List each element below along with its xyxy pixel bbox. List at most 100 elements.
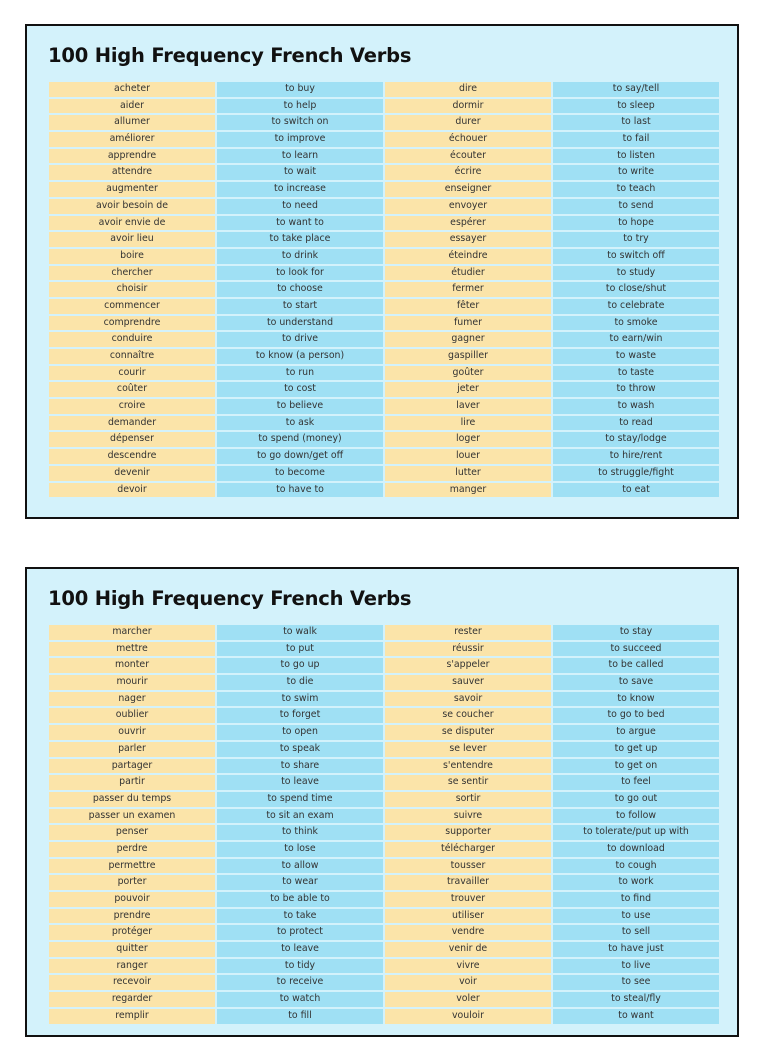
english-meaning-cell: to study bbox=[553, 265, 719, 281]
english-meaning-cell: to argue bbox=[553, 725, 719, 740]
english-meaning-cell: to hire/rent bbox=[553, 449, 719, 464]
english-meaning-cell: to work bbox=[553, 875, 719, 890]
english-meaning-cell: to succeed bbox=[553, 641, 719, 657]
english-meaning-cell: to allow bbox=[217, 858, 383, 874]
french-verb-cell: goûter bbox=[385, 365, 551, 381]
english-meaning-cell: to become bbox=[217, 465, 383, 481]
french-verb-cell: se sentir bbox=[385, 775, 551, 790]
english-meaning-cell: to stay/lodge bbox=[553, 432, 719, 448]
english-meaning-cell: to die bbox=[217, 675, 383, 690]
french-verb-cell: augmenter bbox=[49, 182, 215, 197]
french-verb-cell: se disputer bbox=[385, 725, 551, 740]
english-meaning-cell: to help bbox=[217, 98, 383, 114]
french-verb-cell: permettre bbox=[49, 858, 215, 874]
french-verb-cell: lire bbox=[385, 415, 551, 431]
english-meaning-cell: to watch bbox=[217, 992, 383, 1007]
english-meaning-cell: to teach bbox=[553, 182, 719, 197]
french-verb-cell: essayer bbox=[385, 232, 551, 247]
french-verb-cell: ouvrir bbox=[49, 725, 215, 740]
verb-grid: marcher to walk rester to stay mettre to put r… bbox=[49, 625, 719, 1024]
page-title: 100 High Frequency French Verbs bbox=[48, 587, 412, 610]
english-meaning-cell: to sell bbox=[553, 925, 719, 941]
english-meaning-cell: to switch off bbox=[553, 248, 719, 264]
english-meaning-cell: to download bbox=[553, 841, 719, 857]
english-meaning-cell: to take place bbox=[217, 232, 383, 247]
page-title: 100 High Frequency French Verbs bbox=[48, 44, 412, 67]
english-meaning-cell: to have to bbox=[217, 482, 383, 498]
french-verb-cell: apprendre bbox=[49, 148, 215, 164]
french-verb-cell: utiliser bbox=[385, 908, 551, 924]
french-verb-cell: descendre bbox=[49, 449, 215, 464]
english-meaning-cell: to improve bbox=[217, 132, 383, 147]
french-verb-cell: savoir bbox=[385, 691, 551, 707]
english-meaning-cell: to need bbox=[217, 198, 383, 214]
english-meaning-cell: to go to bed bbox=[553, 708, 719, 724]
english-meaning-cell: to forget bbox=[217, 708, 383, 724]
french-verb-cell: coûter bbox=[49, 382, 215, 398]
french-verb-cell: attendre bbox=[49, 165, 215, 181]
french-verb-cell: courir bbox=[49, 365, 215, 381]
english-meaning-cell: to wait bbox=[217, 165, 383, 181]
english-meaning-cell: to receive bbox=[217, 975, 383, 991]
french-verb-cell: sortir bbox=[385, 791, 551, 807]
english-meaning-cell: to earn/win bbox=[553, 332, 719, 347]
english-meaning-cell: to leave bbox=[217, 942, 383, 957]
english-meaning-cell: to stay bbox=[553, 625, 719, 640]
english-meaning-cell: to go up bbox=[217, 658, 383, 674]
english-meaning-cell: to know bbox=[553, 691, 719, 707]
english-meaning-cell: to leave bbox=[217, 775, 383, 790]
french-verb-cell: vouloir bbox=[385, 1008, 551, 1024]
french-verb-cell: conduire bbox=[49, 332, 215, 347]
english-meaning-cell: to close/shut bbox=[553, 282, 719, 297]
english-meaning-cell: to say/tell bbox=[553, 82, 719, 97]
english-meaning-cell: to drive bbox=[217, 332, 383, 347]
english-meaning-cell: to increase bbox=[217, 182, 383, 197]
english-meaning-cell: to tidy bbox=[217, 958, 383, 974]
french-verb-cell: dire bbox=[385, 82, 551, 97]
french-verb-cell: voir bbox=[385, 975, 551, 991]
french-verb-cell: écrire bbox=[385, 165, 551, 181]
english-meaning-cell: to ask bbox=[217, 415, 383, 431]
french-verb-cell: passer un examen bbox=[49, 808, 215, 824]
english-meaning-cell: to swim bbox=[217, 691, 383, 707]
english-meaning-cell: to struggle/fight bbox=[553, 465, 719, 481]
french-verb-cell: penser bbox=[49, 825, 215, 840]
french-verb-cell: réussir bbox=[385, 641, 551, 657]
english-meaning-cell: to spend (money) bbox=[217, 432, 383, 448]
french-verb-cell: croire bbox=[49, 399, 215, 414]
french-verb-cell: gagner bbox=[385, 332, 551, 347]
french-verb-cell: laver bbox=[385, 399, 551, 414]
french-verb-cell: regarder bbox=[49, 992, 215, 1007]
english-meaning-cell: to go down/get off bbox=[217, 449, 383, 464]
english-meaning-cell: to hope bbox=[553, 215, 719, 231]
english-meaning-cell: to wash bbox=[553, 399, 719, 414]
french-verb-cell: chercher bbox=[49, 265, 215, 281]
french-verb-cell: prendre bbox=[49, 908, 215, 924]
english-meaning-cell: to waste bbox=[553, 349, 719, 364]
english-meaning-cell: to share bbox=[217, 758, 383, 774]
french-verb-cell: remplir bbox=[49, 1008, 215, 1024]
english-meaning-cell: to send bbox=[553, 198, 719, 214]
english-meaning-cell: to get on bbox=[553, 758, 719, 774]
english-meaning-cell: to switch on bbox=[217, 115, 383, 131]
english-meaning-cell: to throw bbox=[553, 382, 719, 398]
french-verb-cell: rester bbox=[385, 625, 551, 640]
verb-table-panel-1: 100 High Frequency French Verbs acheter t… bbox=[25, 24, 739, 519]
french-verb-cell: manger bbox=[385, 482, 551, 498]
french-verb-cell: fumer bbox=[385, 315, 551, 331]
english-meaning-cell: to try bbox=[553, 232, 719, 247]
french-verb-cell: loger bbox=[385, 432, 551, 448]
french-verb-cell: nager bbox=[49, 691, 215, 707]
french-verb-cell: ranger bbox=[49, 958, 215, 974]
french-verb-cell: avoir lieu bbox=[49, 232, 215, 247]
french-verb-cell: vendre bbox=[385, 925, 551, 941]
french-verb-cell: porter bbox=[49, 875, 215, 890]
english-meaning-cell: to put bbox=[217, 641, 383, 657]
french-verb-cell: éteindre bbox=[385, 248, 551, 264]
english-meaning-cell: to fill bbox=[217, 1008, 383, 1024]
french-verb-cell: s'entendre bbox=[385, 758, 551, 774]
english-meaning-cell: to understand bbox=[217, 315, 383, 331]
english-meaning-cell: to protect bbox=[217, 925, 383, 941]
english-meaning-cell: to be able to bbox=[217, 892, 383, 907]
english-meaning-cell: to fail bbox=[553, 132, 719, 147]
